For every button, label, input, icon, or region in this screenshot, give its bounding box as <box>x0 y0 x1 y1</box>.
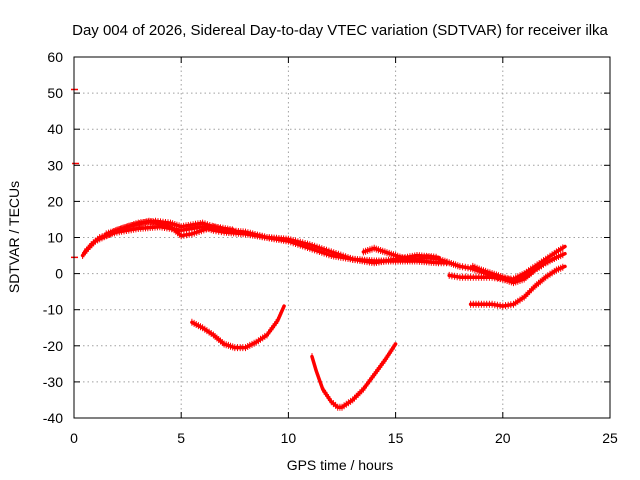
chart-title: Day 004 of 2026, Sidereal Day-to-day VTE… <box>72 22 608 39</box>
y-tick-label: -30 <box>43 374 63 390</box>
series-line-arc-9 <box>312 344 396 407</box>
y-tick-label: 10 <box>47 230 63 246</box>
series-marks-arc-9 <box>312 343 394 411</box>
gridlines <box>74 57 610 418</box>
y-tick-label: -40 <box>43 410 63 426</box>
y-tick-label: 30 <box>47 157 63 173</box>
x-tick-label: 25 <box>602 430 618 446</box>
axis-ticks: 0 5 10 15 20 25 -40 -30 -20 -10 0 10 20 30 40 50 60 <box>43 49 618 446</box>
x-tick-label: 0 <box>70 430 78 446</box>
x-tick-label: 10 <box>281 430 297 446</box>
y-tick-label: -20 <box>43 338 63 354</box>
y-tick-label: 60 <box>47 49 63 65</box>
x-tick-label: 15 <box>388 430 404 446</box>
y-tick-label: 20 <box>47 193 63 209</box>
y-axis-label: SDTVAR / TECUs <box>6 181 22 293</box>
x-axis-label: GPS time / hours <box>287 457 394 473</box>
y-tick-label: 0 <box>55 266 63 282</box>
data-series <box>71 89 565 410</box>
x-tick-label: 20 <box>495 430 511 446</box>
y-tick-label: 50 <box>47 85 63 101</box>
y-tick-label: -10 <box>43 302 63 318</box>
series-line-arc-1 <box>83 227 450 263</box>
series-line-arc-8 <box>192 306 284 348</box>
chart: Day 004 of 2026, Sidereal Day-to-day VTE… <box>0 0 640 480</box>
x-tick-label: 5 <box>177 430 185 446</box>
y-tick-label: 40 <box>47 121 63 137</box>
